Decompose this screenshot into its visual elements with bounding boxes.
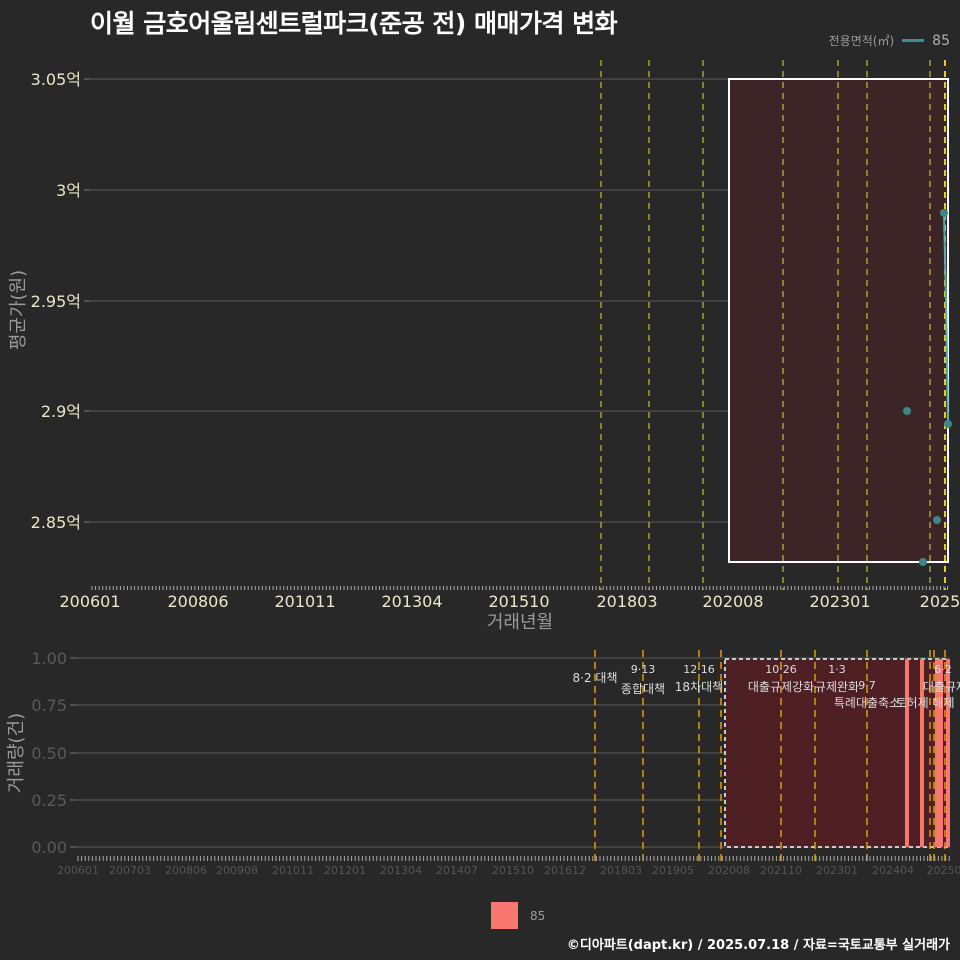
y-tick-label: 0.25 — [31, 791, 67, 810]
x-tick-label: 202404 — [872, 864, 914, 877]
x-tick-label: 202008 — [702, 592, 763, 611]
x-tick-label: 202301 — [816, 864, 858, 877]
y-tick-label: 2.85억 — [31, 513, 81, 532]
annotation-label: 특례대출축소 — [834, 696, 900, 710]
x-tick-label: 202301 — [809, 592, 870, 611]
y-tick-label: 2.9억 — [41, 402, 81, 421]
y-tick-label: 0.00 — [31, 838, 67, 857]
y-tick-label: 2.95억 — [31, 292, 81, 311]
x-tick-label: 201803 — [596, 592, 657, 611]
bottom-gridlines — [70, 657, 950, 848]
annotation-date: 9·7 — [858, 679, 876, 692]
x-tick-label: 201304 — [380, 864, 422, 877]
volume-bar — [935, 659, 939, 847]
volume-highlight-box — [724, 658, 950, 848]
volume-bar — [946, 659, 950, 847]
bottom-y-axis-labels: 1.00 0.75 0.50 0.25 0.00 — [31, 649, 67, 857]
price-point — [944, 420, 952, 428]
price-chart: 3.05억 3억 2.95억 2.9억 2.85억 200601 200806 201011… — [8, 60, 960, 633]
x-axis-title: 거래년월 — [487, 612, 553, 633]
legend-bar-swatch-icon — [491, 902, 518, 929]
annotation-date: 9·13 — [631, 663, 656, 676]
volume-bar — [939, 659, 943, 847]
price-points — [903, 209, 952, 566]
bottom-x-axis-labels: 200601 200703 200806 200908 201011 201201 2013… — [57, 864, 960, 877]
x-tick-label: 200601 — [57, 864, 99, 877]
y-tick-label: 0.75 — [31, 696, 67, 715]
annotation-date: 6·2 — [934, 663, 952, 676]
x-tick-label: 201201 — [324, 864, 366, 877]
y-tick-label: 1.00 — [31, 649, 67, 668]
volume-y-axis-title: 거래량(건) — [6, 713, 27, 793]
bottom-policy-lines — [594, 650, 946, 861]
y-tick-label: 0.50 — [31, 744, 67, 763]
chart-title: 이월 금호어울림센트럴파크(준공 전) 매매가격 변화 — [90, 9, 618, 38]
x-tick-label: 201905 — [652, 864, 694, 877]
volume-bars — [905, 659, 950, 847]
x-tick-label: 202110 — [760, 864, 802, 877]
legend-bottom-label: 85 — [530, 908, 546, 923]
x-tick-label: 202008 — [708, 864, 750, 877]
annotation-label: 대출규제 — [923, 680, 960, 694]
x-tick-label: 200806 — [167, 592, 228, 611]
annotation-label: 18차대책 — [675, 679, 723, 694]
x-tick-label: 201011 — [274, 592, 335, 611]
annotation-label: 종합대책 — [621, 681, 665, 696]
policy-annotations: 8·2 대책 9·13 종합대책 12·16 18차대책 10·26 대출규제강화 1·3 규제… — [573, 663, 960, 710]
x-tick-label: 201407 — [436, 864, 478, 877]
price-point — [903, 407, 911, 415]
legend-bottom: 85 — [491, 902, 545, 929]
policy-lines — [600, 60, 946, 590]
annotation-label: 규제완화 — [815, 680, 859, 694]
annotation-date: 12·16 — [683, 663, 715, 676]
x-tick-label: 200703 — [109, 864, 151, 877]
source-credit: ©디아파트(dapt.kr) / 2025.07.18 / 자료=국토교통부 실… — [566, 938, 950, 953]
y-axis-title: 평균가(원) — [8, 270, 29, 350]
legend-top: 전용면적(㎡) 85 — [829, 32, 950, 49]
volume-bar — [905, 659, 909, 847]
top-minor-ticks — [91, 586, 949, 590]
x-tick-label: 200908 — [216, 864, 258, 877]
x-tick-label: 201510 — [488, 592, 549, 611]
x-tick-label: 2025 — [920, 592, 960, 611]
legend-series-label: 85 — [932, 32, 950, 49]
price-line — [943, 212, 949, 425]
legend-title: 전용면적(㎡) — [828, 34, 895, 48]
annotation-label: 대출규제강화 — [748, 680, 814, 694]
y-tick-label: 3억 — [56, 181, 81, 200]
annotation-label: 8·2 대책 — [573, 670, 618, 685]
x-tick-label: 200806 — [165, 864, 207, 877]
x-tick-label: 201510 — [492, 864, 534, 877]
price-point — [919, 558, 927, 566]
x-tick-label: 20250 — [927, 864, 960, 877]
annotation-date: 10·26 — [765, 663, 797, 676]
legend-line-swatch-icon — [902, 39, 925, 42]
bottom-minor-ticks — [77, 856, 950, 861]
price-point — [933, 516, 941, 524]
y-tick-label: 3.05억 — [31, 70, 81, 89]
annotation-label: 토허제 해제 — [895, 696, 954, 710]
top-x-axis-labels: 200601 200806 201011 201304 201510 201803 2020… — [59, 592, 960, 611]
x-tick-label: 201803 — [600, 864, 642, 877]
x-tick-label: 201011 — [272, 864, 314, 877]
annotation-date: 1·3 — [828, 663, 846, 676]
volume-bar — [920, 659, 924, 847]
top-y-axis-labels: 3.05억 3억 2.95억 2.9억 2.85억 — [31, 70, 81, 532]
x-tick-label: 201304 — [381, 592, 442, 611]
x-tick-label: 200601 — [59, 592, 120, 611]
x-tick-label: 201612 — [544, 864, 586, 877]
price-point — [940, 209, 948, 217]
